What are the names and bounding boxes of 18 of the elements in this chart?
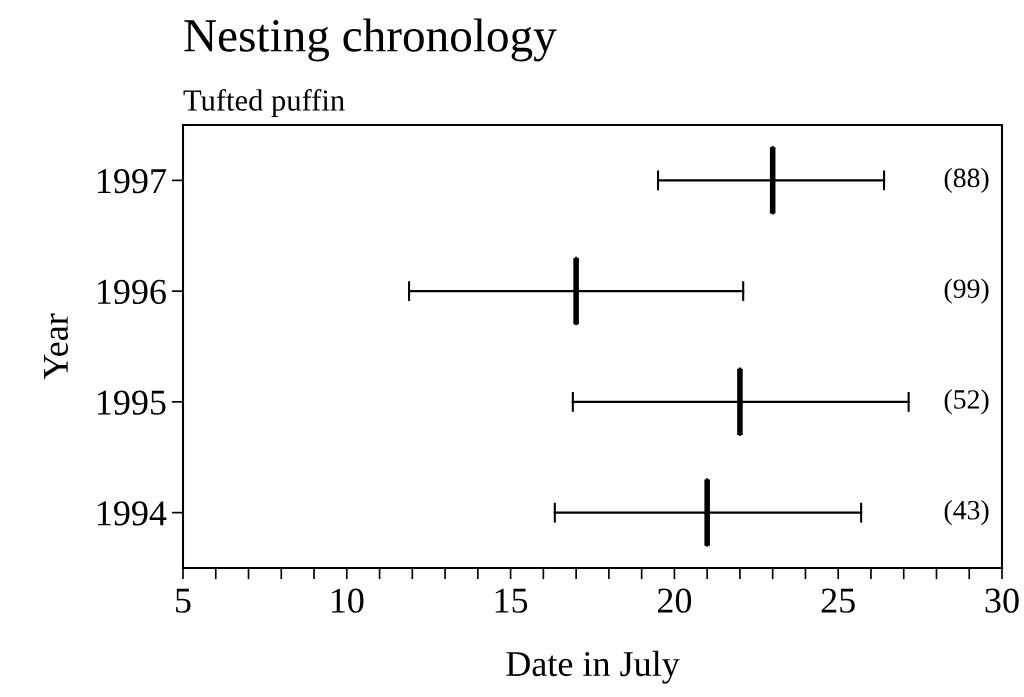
annotation: (43) [944,500,989,526]
x-tick-label: 20 [657,588,692,613]
y-axis-title: Year [44,313,69,380]
y-tick-label: 1995 [97,390,166,415]
x-tick-label: 25 [821,588,855,613]
x-tick-label: 10 [331,588,364,613]
x-axis-title: Date in July [506,650,680,684]
y-tick-label: 1996 [97,279,166,305]
chart-subtitle: Tufted puffin [183,88,345,118]
x-tick-label: 15 [495,588,528,613]
y-tick-label: 1994 [97,501,167,526]
x-tick-label: 30 [985,588,1019,613]
annotation: (99) [944,278,989,304]
annotation: (88) [944,167,989,193]
x-tick-label: 5 [176,588,191,613]
y-tick-label: 1997 [97,168,166,194]
annotation: (52) [944,389,989,415]
chart-title: Nesting chronology [184,18,557,62]
